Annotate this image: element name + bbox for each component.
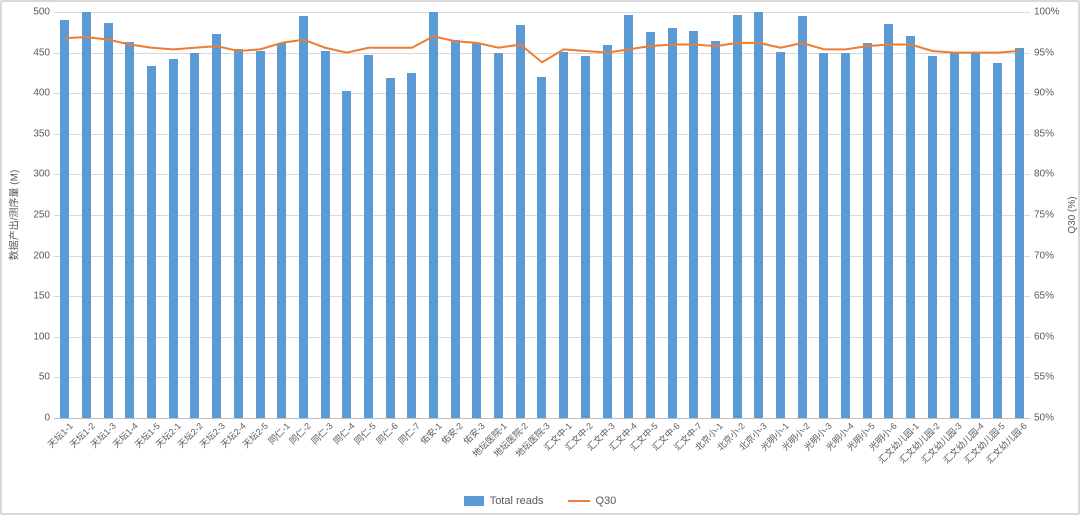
bar [277,43,286,418]
bar [733,15,742,418]
legend-label: Total reads [490,495,544,507]
bar [819,53,828,418]
y-left-tick-label: 400 [33,88,54,99]
bar [60,20,69,418]
legend-swatch-bar [464,496,484,506]
y-left-tick-label: 250 [33,210,54,221]
y-right-tick-label: 95% [1030,47,1054,58]
y-left-tick-label: 300 [33,169,54,180]
plot-area: 050100150200250300350400450500 50%55%60%… [54,12,1030,418]
bar [256,51,265,418]
y-right-tick-label: 60% [1030,331,1054,342]
y-left-tick-label: 100 [33,331,54,342]
bar [971,53,980,418]
y-right-tick-label: 80% [1030,169,1054,180]
bar [1015,48,1024,418]
bar [451,40,460,418]
y-right-tick-label: 85% [1030,128,1054,139]
bar-series [54,12,1030,418]
y-left-tick-label: 0 [44,413,54,424]
bar [82,12,91,418]
y-right-tick-label: 75% [1030,210,1054,221]
y-left-tick-label: 150 [33,291,54,302]
bar [841,53,850,418]
bar [494,53,503,418]
y-axis-left-title: 数据产出/测序量 (M) [6,170,21,261]
bar [386,78,395,418]
bar [646,32,655,419]
bar [711,41,720,418]
bar [342,91,351,418]
bar [321,51,330,418]
bar [516,25,525,418]
bar [863,43,872,418]
bar [668,28,677,418]
bar [537,77,546,418]
bar [798,16,807,418]
legend: Total reads Q30 [2,495,1078,507]
bar [407,73,416,418]
bar [754,12,763,418]
y-left-tick-label: 200 [33,250,54,261]
bar [190,53,199,418]
y-right-tick-label: 90% [1030,88,1054,99]
bar [125,42,134,418]
bar [429,12,438,418]
bar [689,31,698,418]
legend-item: Total reads [464,495,544,507]
y-right-tick-label: 100% [1030,7,1060,18]
bar [169,59,178,418]
chart-container: 0 50 100 150 200 250 300 350 400 450 500 50% 55% 60%… [0,0,1080,515]
y-left-tick-label: 500 [33,7,54,18]
bar [993,63,1002,418]
y-axis-right-title: Q30 (%) [1067,196,1078,233]
bar [234,49,243,418]
y-right-tick-label: 55% [1030,372,1054,383]
bar [906,36,915,418]
bar [884,24,893,418]
bar [472,43,481,418]
y-left-tick-label: 450 [33,47,54,58]
bar [104,23,113,418]
bar [147,66,156,418]
bar [950,52,959,418]
bar [928,56,937,418]
bar [603,45,612,418]
bar [581,56,590,418]
y-left-tick-label: 350 [33,128,54,139]
bar [776,52,785,418]
y-right-tick-label: 70% [1030,250,1054,261]
bar [299,16,308,418]
bar [624,15,633,418]
bar [212,34,221,418]
bar [364,55,373,418]
y-right-tick-label: 50% [1030,413,1054,424]
legend-swatch-line [568,500,590,502]
legend-label: Q30 [596,495,617,507]
y-left-tick-label: 50 [39,372,54,383]
legend-item: Q30 [568,495,617,507]
bar [559,52,568,418]
y-right-tick-label: 65% [1030,291,1054,302]
